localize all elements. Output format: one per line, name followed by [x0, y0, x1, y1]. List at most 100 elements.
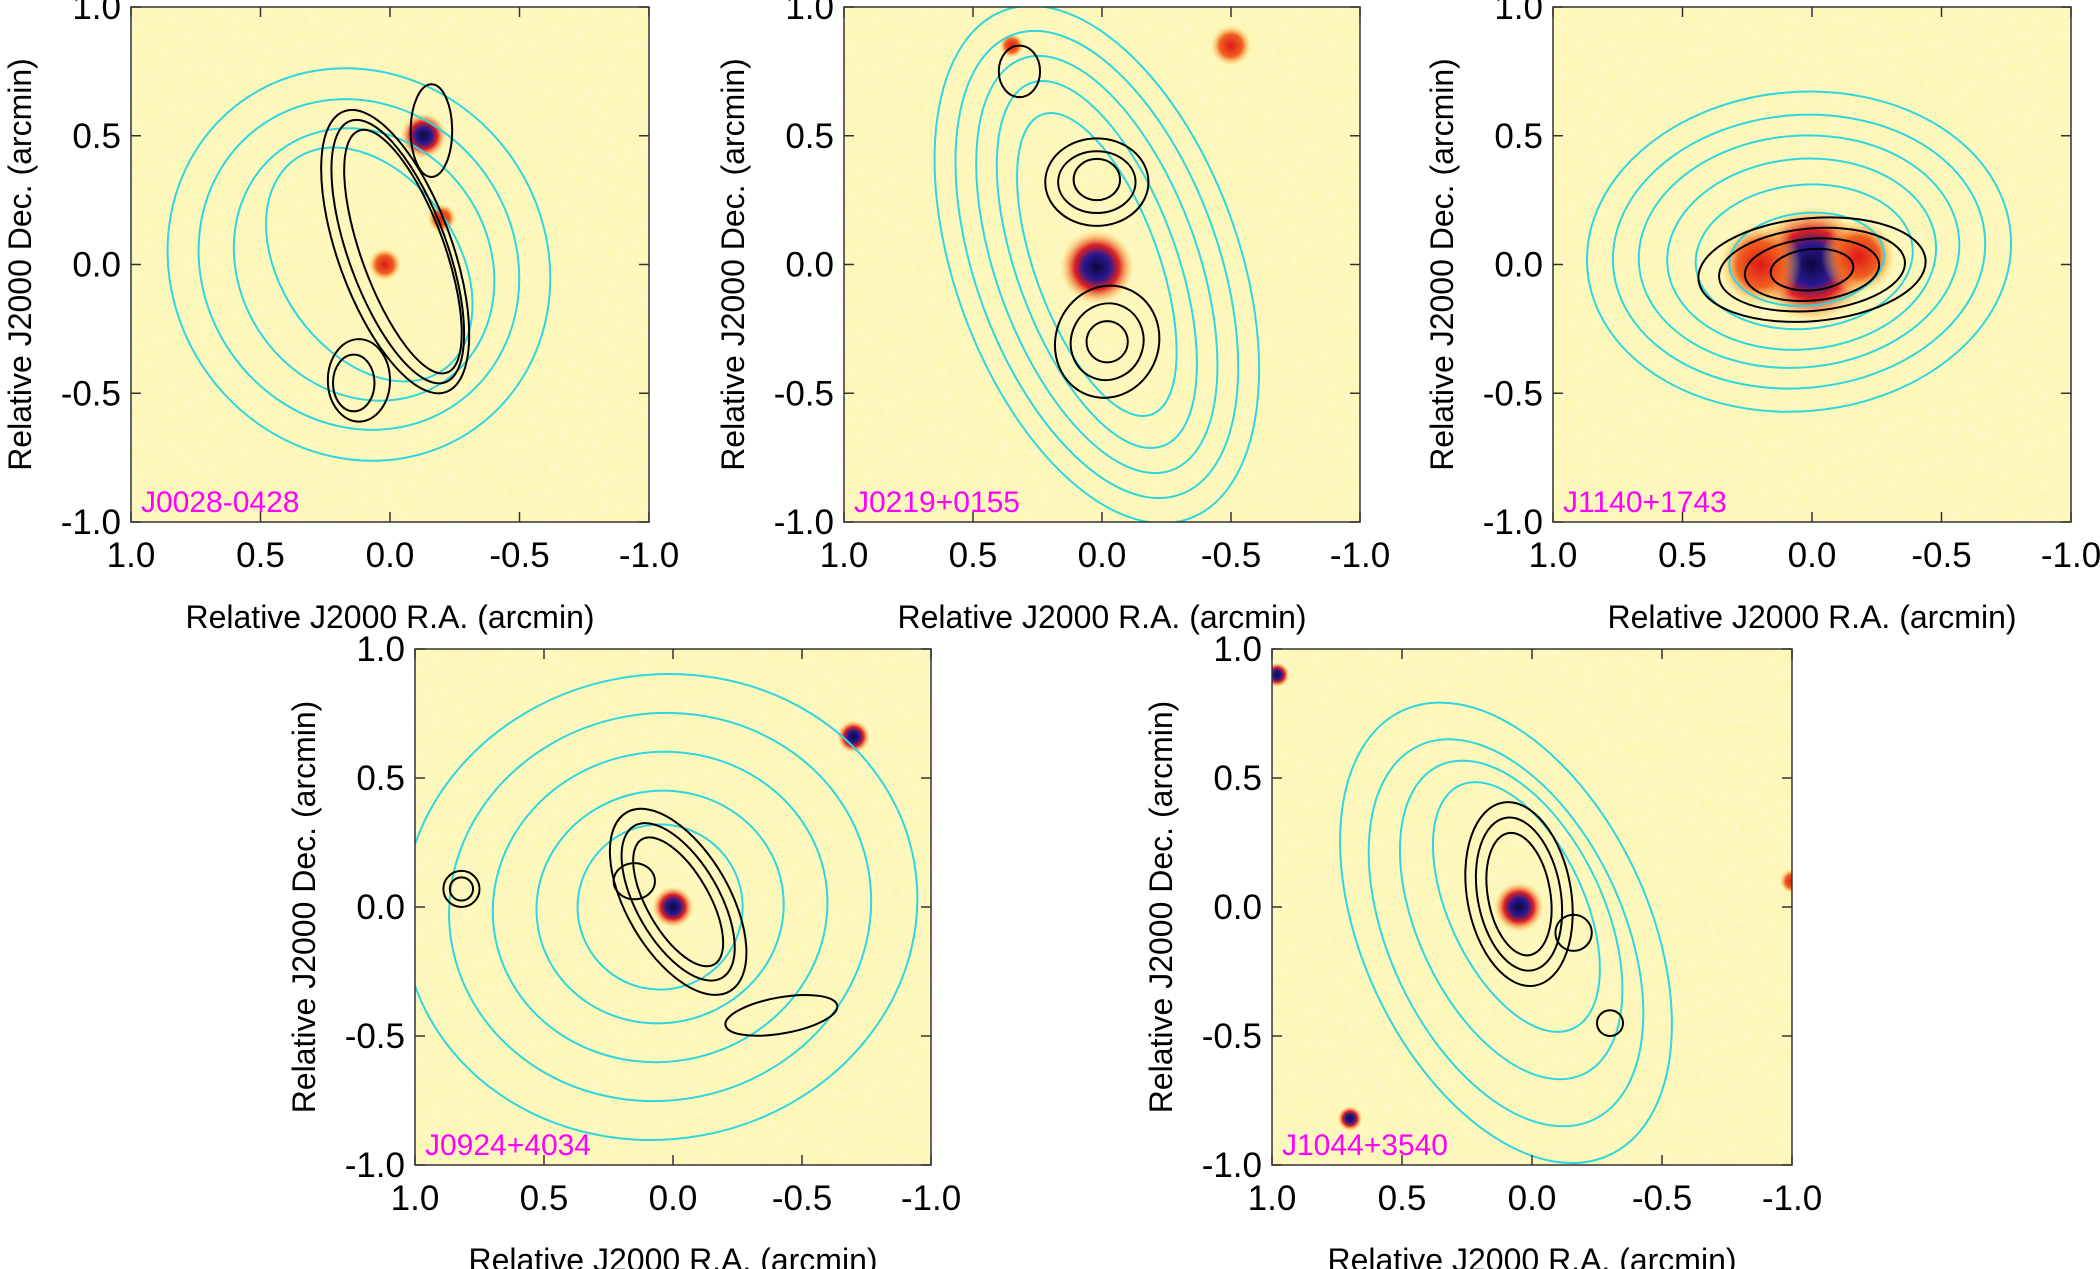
x-tick-label: -1.0	[1330, 536, 1390, 575]
y-tick-label: 1.0	[785, 0, 834, 27]
y-tick-label: 1.0	[356, 630, 405, 669]
black-contour	[320, 108, 471, 395]
y-tick-label: 1.0	[1494, 0, 1543, 27]
black-contour	[632, 836, 725, 968]
cyan-contour	[1016, 111, 1178, 418]
cyan-contour	[1339, 701, 1673, 1165]
x-tick-label: -0.5	[772, 1179, 832, 1218]
x-tick-label: -1.0	[1762, 1179, 1822, 1218]
black-contour	[1072, 157, 1122, 202]
cyan-contour	[166, 67, 552, 462]
cyan-contour	[1637, 134, 1961, 369]
x-tick-label: 0.0	[366, 536, 415, 575]
x-tick-label: -0.5	[1911, 536, 1971, 575]
x-tick-label: 0.0	[1078, 536, 1127, 575]
cyan-contour	[975, 54, 1219, 475]
y-tick-label: 1.0	[1213, 630, 1262, 669]
bright-source	[1059, 229, 1134, 305]
black-contour	[608, 807, 748, 996]
cyan-contour	[1611, 113, 1987, 390]
y-tick-label: -0.5	[61, 374, 121, 413]
x-tick-label: 0.5	[236, 536, 285, 575]
black-contour	[1596, 1009, 1624, 1037]
y-tick-label: 0.0	[785, 246, 834, 285]
black-contour	[1554, 913, 1593, 952]
source-name-label: J1044+3540	[1282, 1129, 1448, 1162]
black-contour	[997, 44, 1042, 99]
optical-image	[844, 7, 1360, 522]
black-contour	[724, 994, 839, 1037]
cyan-contour	[491, 750, 829, 1064]
source-name-label: J0924+4034	[425, 1129, 591, 1162]
y-tick-label: 1.0	[72, 0, 121, 27]
y-tick-label: 0.5	[356, 759, 405, 798]
y-tick-label: -1.0	[345, 1146, 405, 1185]
x-axis-label: Relative J2000 R.A. (arcmin)	[1607, 599, 2016, 635]
cyan-contour	[954, 29, 1240, 500]
black-contour	[612, 862, 656, 901]
black-contour	[1474, 816, 1564, 972]
y-tick-label: 0.5	[1213, 759, 1262, 798]
black-contour	[1718, 226, 1906, 313]
bright-source	[837, 720, 871, 754]
y-tick-label: -0.5	[1202, 1017, 1262, 1056]
bright-source	[1494, 882, 1544, 932]
black-contour	[448, 876, 475, 902]
black-contour	[1697, 216, 1927, 323]
panel-j0028-0428: 1.0 1.0 0.5 0.5 0.0 0.0 -0.5 -0.5 -1.0 -1.0 Relati…	[2, 0, 679, 635]
x-tick-label: -0.5	[1632, 1179, 1692, 1218]
black-contour	[1069, 302, 1145, 382]
panel-j1140+1743: 1.0 1.0 0.5 0.5 0.0 0.0 -0.5 -0.5 -1.0 -1.0 Relati…	[1424, 0, 2100, 635]
source-name-label: J0028-0428	[141, 486, 299, 519]
x-tick-label: 0.5	[520, 1179, 569, 1218]
x-tick-label: -0.5	[1201, 536, 1261, 575]
y-tick-label: 0.5	[72, 117, 121, 156]
hotspot	[1779, 868, 1792, 894]
x-tick-label: -0.5	[489, 536, 549, 575]
x-axis-label: Relative J2000 R.A. (arcmin)	[185, 599, 594, 635]
y-tick-label: 0.5	[1494, 117, 1543, 156]
black-contour	[409, 83, 454, 178]
bright-source	[1272, 662, 1290, 688]
cyan-contour	[415, 672, 919, 1142]
x-tick-label: 1.0	[1529, 536, 1578, 575]
x-tick-label: 0.0	[1508, 1179, 1557, 1218]
y-tick-label: -0.5	[1483, 374, 1543, 413]
source-name-label: J1140+1743	[1563, 486, 1727, 519]
y-tick-label: 0.5	[785, 117, 834, 156]
y-tick-label: 0.0	[1494, 246, 1543, 285]
y-axis-label: Relative J2000 Dec. (arcmin)	[1143, 701, 1179, 1114]
y-tick-label: 0.0	[72, 246, 121, 285]
hotspot	[368, 247, 402, 282]
optical-image	[1553, 7, 2071, 522]
x-tick-label: 0.0	[1788, 536, 1837, 575]
panel-j0924+4034: 1.0 1.0 0.5 0.5 0.0 0.0 -0.5 -0.5 -1.0 -1.0 Relati…	[286, 630, 961, 1269]
black-contour	[330, 118, 466, 385]
panel-j0219+0155: 1.0 1.0 0.5 0.5 0.0 0.0 -0.5 -0.5 -1.0 -1.0 Relati…	[715, 0, 1390, 635]
source-name-label: J0219+0155	[854, 486, 1020, 519]
y-tick-label: -1.0	[61, 503, 121, 542]
cyan-contour	[535, 789, 785, 1025]
x-tick-label: 0.0	[649, 1179, 698, 1218]
black-contour	[1044, 137, 1150, 227]
cyan-contour	[1586, 90, 2013, 413]
y-axis-label: Relative J2000 Dec. (arcmin)	[715, 58, 751, 471]
optical-image	[415, 649, 931, 1165]
bright-source	[652, 886, 694, 928]
y-tick-label: -1.0	[774, 503, 834, 542]
x-tick-label: -1.0	[901, 1179, 961, 1218]
optical-image	[131, 7, 649, 522]
y-tick-label: 0.0	[1213, 888, 1262, 927]
black-contour	[332, 353, 376, 413]
cyan-contour	[1367, 738, 1645, 1128]
black-contour	[326, 338, 392, 423]
black-contour	[1053, 284, 1161, 399]
black-contour	[1085, 320, 1129, 364]
black-contour	[1464, 801, 1574, 988]
black-contour	[343, 128, 463, 375]
cyan-contour	[1666, 157, 1938, 351]
x-tick-label: -1.0	[2041, 536, 2100, 575]
x-axis-label: Relative J2000 R.A. (arcmin)	[897, 599, 1306, 635]
x-axis-label: Relative J2000 R.A. (arcmin)	[1327, 1242, 1736, 1269]
